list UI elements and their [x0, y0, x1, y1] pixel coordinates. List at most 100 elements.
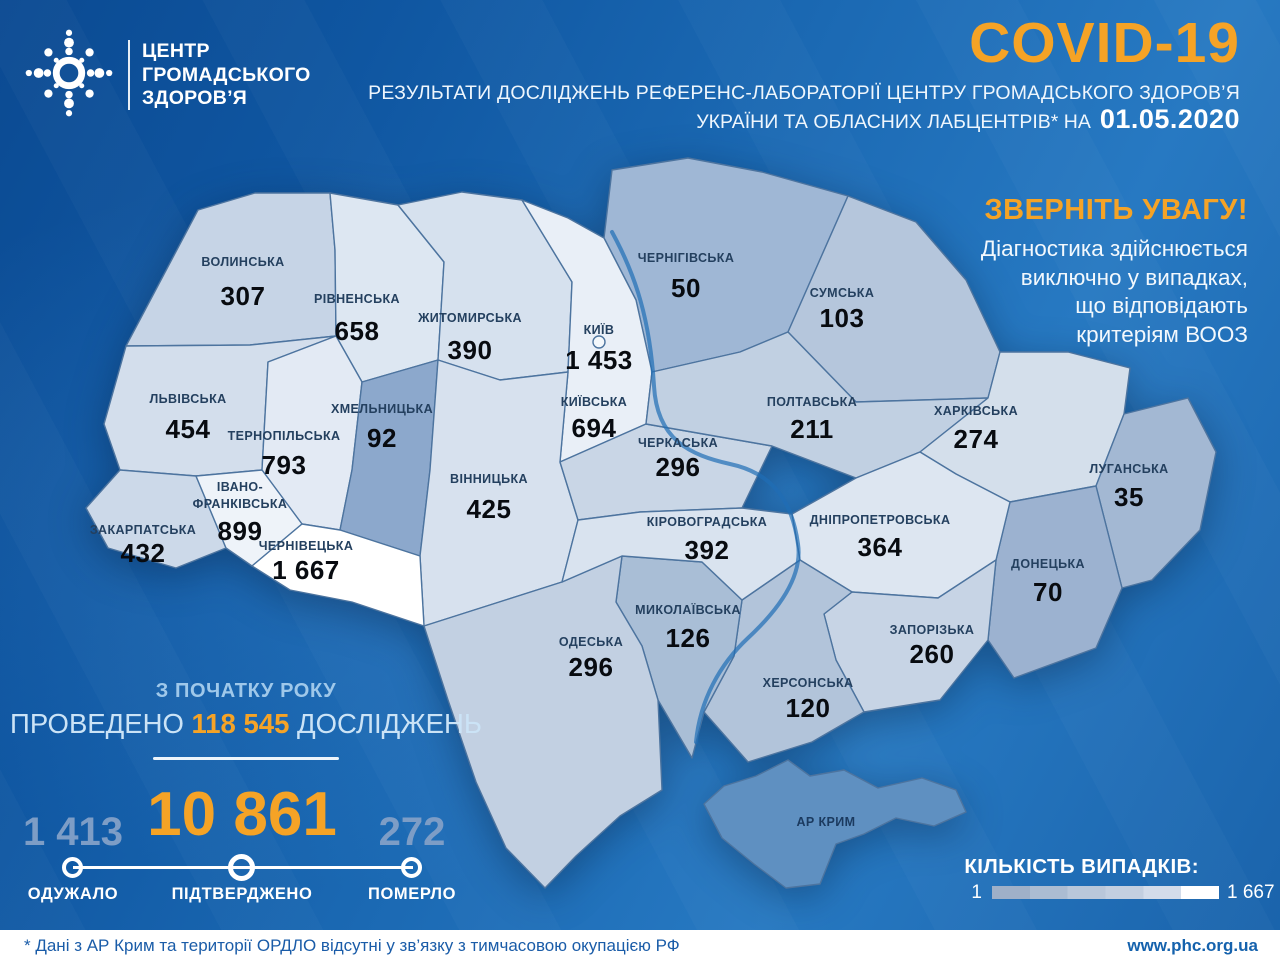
- legend-max: 1 667: [1227, 882, 1275, 903]
- tests-count-line: ПРОВЕДЕНО 118 545 ДОСЛІДЖЕНЬ: [0, 708, 492, 740]
- region-label-kirovohrad: КІРОВОГРАДСЬКА: [647, 515, 767, 529]
- region-value-zaporizhzhia: 260: [910, 639, 955, 669]
- region-value-khmelnytskyi: 92: [367, 423, 397, 453]
- died-value: 272: [378, 810, 446, 854]
- notice-title: ЗВЕРНІТЬ УВАГУ!: [984, 194, 1248, 226]
- region-label-vinnytsia: ВІННИЦЬКА: [450, 472, 528, 486]
- region-label-odesa: ОДЕСЬКА: [559, 635, 623, 649]
- region-label-zakarpattia: ЗАКАРПАТСЬКА: [90, 523, 196, 537]
- footer: * Дані з АР Крим та території ОРДЛО відс…: [0, 930, 1280, 961]
- confirmed-label: ПІДТВЕРДЖЕНО: [171, 885, 313, 903]
- timeline-dot-died: [401, 857, 422, 878]
- region-label-kherson: ХЕРСОНСЬКА: [763, 676, 854, 690]
- region-kirovohrad: [561, 507, 801, 601]
- tests-count: 118 545: [191, 708, 290, 739]
- legend-gradient-bar: [992, 886, 1219, 899]
- logo-divider: [128, 40, 130, 110]
- region-value-zakarpattia: 432: [121, 538, 166, 568]
- region-label-kharkiv: ХАРКІВСЬКА: [934, 404, 1018, 418]
- timeline-dot-confirmed: [228, 854, 255, 881]
- region-value-chernivtsi: 1 667: [272, 555, 340, 585]
- page-title: COVID-19: [969, 11, 1240, 75]
- tests-period: З ПОЧАТКУ РОКУ: [155, 680, 337, 702]
- region-value-dnipro: 364: [858, 532, 903, 562]
- region-label-poltava: ПОЛТАВСЬКА: [767, 395, 857, 409]
- region-label-zhytomyr: ЖИТОМИРСЬКА: [417, 311, 522, 325]
- region-value-ternopil: 793: [262, 450, 307, 480]
- footer-url[interactable]: www.phc.org.ua: [1127, 936, 1258, 955]
- footer-note: * Дані з АР Крим та території ОРДЛО відс…: [24, 936, 680, 955]
- region-label-donetsk: ДОНЕЦЬКА: [1011, 557, 1085, 571]
- region-value-odesa: 296: [569, 652, 614, 682]
- notice-line: Діагностика здійснюється: [980, 236, 1248, 261]
- subtitle-line2-text: УКРАЇНИ ТА ОБЛАСНИХ ЛАБЦЕНТРІВ* НА: [696, 111, 1091, 133]
- region-label-chernihiv: ЧЕРНІГІВСЬКА: [638, 251, 735, 265]
- dnipro-river: [610, 230, 801, 744]
- region-value-ivano_frankivsk: 899: [218, 516, 263, 546]
- region-value-mykolaiv: 126: [666, 623, 711, 653]
- notice-text: Діагностика здійснюється виключно у випад…: [981, 235, 1248, 349]
- legend-min: 1: [971, 882, 982, 903]
- region-value-kharkiv: 274: [954, 424, 999, 454]
- legend-title: КІЛЬКІСТЬ ВИПАДКІВ:: [964, 855, 1199, 878]
- subtitle-line2: УКРАЇНИ ТА ОБЛАСНИХ ЛАБЦЕНТРІВ* НА 01.05…: [696, 104, 1240, 135]
- divider: [153, 757, 339, 760]
- region-label-dnipro: ДНІПРОПЕТРОВСЬКА: [810, 513, 951, 527]
- logo-text-line: ЦЕНТР: [142, 40, 210, 62]
- logo-text-line: ГРОМАДСЬКОГО: [142, 63, 311, 86]
- region-label-ivano_frankivsk: ФРАНКІВСЬКА: [193, 497, 288, 511]
- region-krym: [703, 759, 967, 889]
- region-value-sumy: 103: [820, 303, 865, 333]
- notice-line: виключно у випадках,: [1020, 264, 1248, 290]
- region-label-kyiv_obl: КИЇВСЬКА: [561, 394, 627, 409]
- region-label-volyn: ВОЛИНСЬКА: [201, 255, 284, 269]
- region-label-lviv: ЛЬВІВСЬКА: [149, 392, 226, 406]
- region-value-kyiv_city: 1 453: [565, 345, 633, 375]
- region-label-khmelnytskyi: ХМЕЛЬНИЦЬКА: [331, 402, 433, 416]
- notice-line: що відповідають: [1075, 293, 1248, 318]
- region-value-donetsk: 70: [1033, 577, 1063, 607]
- logo-text: ЦЕНТР ГРОМАДСЬКОГО ЗДОРОВ’Я: [142, 40, 311, 111]
- died-label: ПОМЕРЛО: [367, 885, 457, 903]
- region-label-cherkasy: ЧЕРКАСЬКА: [638, 436, 718, 450]
- region-value-volyn: 307: [221, 281, 266, 311]
- phc-logo-icon: [25, 29, 113, 117]
- confirmed-value: 10 861: [147, 780, 337, 849]
- region-value-kyiv_obl: 694: [572, 413, 617, 443]
- region-label-rivne: РІВНЕНСЬКА: [314, 292, 400, 306]
- tests-suffix: ДОСЛІДЖЕНЬ: [289, 708, 482, 739]
- region-label-chernivtsi: ЧЕРНІВЕЦЬКА: [259, 539, 354, 553]
- region-kyiv_city: [592, 335, 606, 349]
- region-value-vinnytsia: 425: [467, 494, 512, 524]
- region-label-zaporizhzhia: ЗАПОРІЗЬКА: [890, 623, 975, 637]
- region-odesa: [423, 555, 663, 889]
- region-label-mykolaiv: МИКОЛАЇВСЬКА: [635, 602, 741, 617]
- recovered-label: ОДУЖАЛО: [27, 885, 119, 903]
- report-date: 01.05.2020: [1099, 104, 1240, 134]
- region-value-kirovohrad: 392: [685, 535, 730, 565]
- region-label-ternopil: ТЕРНОПІЛЬСЬКА: [228, 429, 341, 443]
- region-value-lviv: 454: [166, 414, 211, 444]
- notice: ЗВЕРНІТЬ УВАГУ! Діагностика здійснюється…: [981, 194, 1248, 349]
- region-value-poltava: 211: [790, 414, 833, 444]
- region-value-kherson: 120: [786, 693, 831, 723]
- tests-summary: З ПОЧАТКУ РОКУ ПРОВЕДЕНО 118 545 ДОСЛІДЖ…: [0, 680, 492, 760]
- notice-line: критеріям ВООЗ: [1076, 321, 1248, 347]
- region-label-krym: АР КРИМ: [796, 815, 855, 829]
- region-value-cherkasy: 296: [656, 452, 701, 482]
- timeline-dot-recovered: [62, 857, 83, 878]
- region-label-ivano_frankivsk: ІВАНО-: [217, 480, 263, 494]
- recovered-value: 1 413: [22, 810, 124, 854]
- region-value-rivne: 658: [335, 316, 380, 346]
- region-label-sumy: СУМСЬКА: [810, 286, 875, 300]
- region-value-luhansk: 35: [1114, 482, 1144, 512]
- logo-text-line: ЗДОРОВ’Я: [142, 87, 248, 109]
- region-label-luhansk: ЛУГАНСЬКА: [1089, 462, 1168, 476]
- region-label-kyiv_city: КИЇВ: [584, 322, 615, 337]
- tests-prefix: ПРОВЕДЕНО: [10, 708, 192, 739]
- subtitle-line1: РЕЗУЛЬТАТИ ДОСЛІДЖЕНЬ РЕФЕРЕНС-ЛАБОРАТОР…: [368, 82, 1240, 104]
- region-value-zhytomyr: 390: [448, 335, 493, 365]
- region-chernivtsi: [251, 523, 425, 627]
- region-value-chernihiv: 50: [671, 273, 701, 303]
